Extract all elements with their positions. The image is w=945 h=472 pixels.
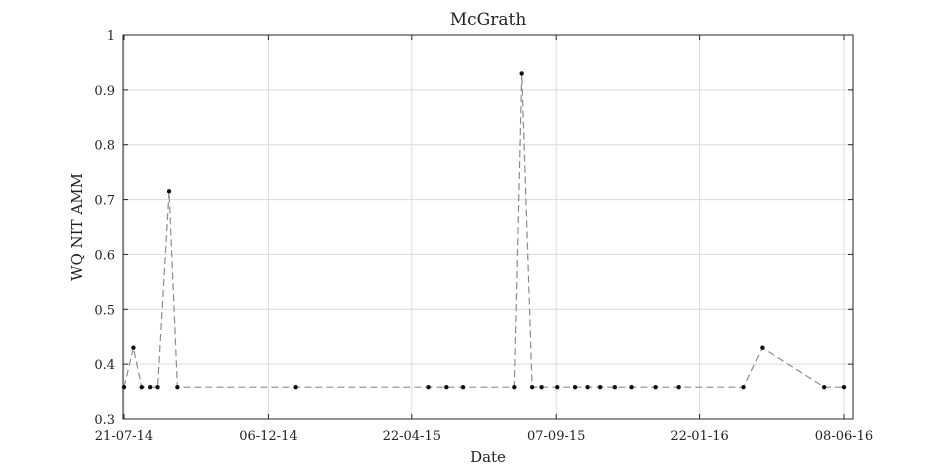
data-point xyxy=(121,384,127,390)
data-point xyxy=(519,71,524,76)
x-tick-label: 06-12-14 xyxy=(239,429,297,444)
x-tick-label: 21-07-14 xyxy=(95,429,153,444)
y-tick-label: 0.5 xyxy=(94,303,115,318)
x-tick-label: 22-04-15 xyxy=(383,429,441,444)
x-axis-label: Date xyxy=(470,448,506,466)
y-tick-label: 0.4 xyxy=(94,358,115,373)
data-point xyxy=(676,384,681,390)
data-point xyxy=(426,384,431,390)
x-tick-label: 07-09-15 xyxy=(527,429,585,444)
data-point xyxy=(147,384,153,390)
y-tick-label: 0.6 xyxy=(94,248,115,263)
data-point xyxy=(821,384,827,390)
data-point xyxy=(741,384,746,390)
data-point xyxy=(572,384,578,390)
data-point xyxy=(175,384,180,390)
data-point xyxy=(293,384,298,390)
data-point xyxy=(131,345,136,350)
x-tick-label: 08-06-16 xyxy=(815,429,873,444)
series-markers xyxy=(121,71,847,390)
data-point xyxy=(612,384,618,390)
data-point xyxy=(760,345,765,350)
data-point xyxy=(539,384,544,390)
data-point xyxy=(597,384,603,390)
data-point xyxy=(155,384,160,390)
y-tick-label: 0.3 xyxy=(94,413,115,428)
y-tick-label: 0.8 xyxy=(94,139,115,154)
y-tick-label: 1 xyxy=(107,29,115,44)
plot-frame xyxy=(122,34,854,420)
data-point xyxy=(555,384,560,390)
grid-lines xyxy=(123,35,853,419)
data-point xyxy=(585,384,590,390)
chart-title: McGrath xyxy=(450,10,527,30)
series-line xyxy=(123,73,844,388)
data-point xyxy=(460,384,466,390)
data-point xyxy=(444,384,449,390)
data-point xyxy=(653,384,658,390)
y-tick-labels: 0.3 0.4 0.5 0.6 0.7 0.8 0.9 1 xyxy=(94,29,115,428)
data-point xyxy=(529,384,535,390)
data-point xyxy=(841,384,847,390)
data-point xyxy=(139,384,144,390)
x-tick-label: 22-01-16 xyxy=(670,429,728,444)
data-point xyxy=(166,189,172,194)
data-point xyxy=(629,384,634,390)
y-tick-label: 0.7 xyxy=(94,194,115,209)
data-point xyxy=(512,384,517,390)
axis-ticks xyxy=(123,34,853,420)
y-axis-label: WQ NIT AMM xyxy=(68,173,86,281)
y-tick-label: 0.9 xyxy=(94,84,115,99)
x-tick-labels: 21-07-14 06-12-14 22-04-15 07-09-15 22-01-16… xyxy=(95,429,873,444)
